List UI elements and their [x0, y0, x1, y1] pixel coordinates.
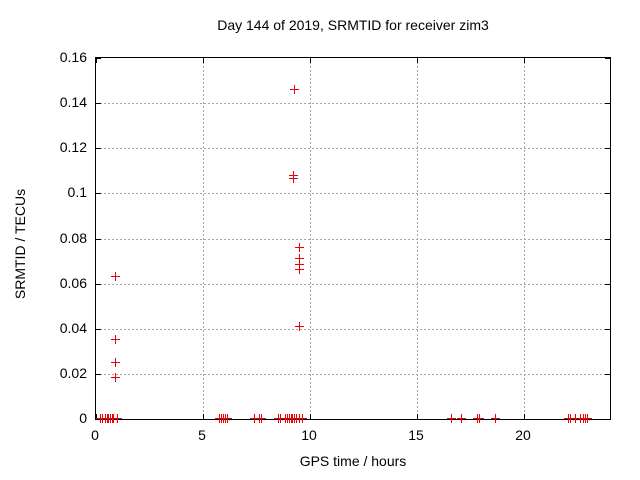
chart-title: Day 144 of 2019, SRMTID for receiver zim… — [217, 17, 489, 33]
y-tick-mark-mirror — [605, 239, 610, 240]
x-tick-mark — [310, 414, 311, 419]
y-tick-mark-mirror — [605, 374, 610, 375]
y-tick-mark — [96, 103, 101, 104]
data-point-marker — [447, 414, 456, 423]
x-tick-label: 0 — [91, 427, 99, 443]
data-point-marker — [457, 414, 466, 423]
x-tick-label: 15 — [408, 427, 424, 443]
y-tick-label: 0.12 — [59, 139, 87, 155]
data-point-marker — [583, 414, 592, 423]
data-point-marker — [276, 414, 285, 423]
data-point-marker — [571, 414, 580, 423]
y-tick-mark-mirror — [605, 419, 610, 420]
grid-line-x — [417, 58, 418, 419]
grid-line-x — [203, 58, 204, 419]
grid-line-y — [96, 239, 610, 240]
y-tick-mark-mirror — [605, 284, 610, 285]
data-point-marker — [113, 414, 122, 423]
data-point-marker — [111, 373, 120, 382]
y-tick-mark — [96, 58, 101, 59]
data-point-marker — [295, 243, 304, 252]
y-tick-mark — [96, 374, 101, 375]
y-tick-mark — [96, 419, 101, 420]
data-point-marker — [475, 414, 484, 423]
grid-line-y — [96, 103, 610, 104]
grid-line-y — [96, 193, 610, 194]
y-tick-mark-mirror — [605, 193, 610, 194]
y-tick-label: 0.1 — [67, 184, 87, 200]
y-tick-label: 0.04 — [59, 320, 87, 336]
y-tick-mark — [96, 193, 101, 194]
grid-line-y — [96, 148, 610, 149]
y-tick-label: 0 — [79, 410, 87, 426]
y-tick-mark-mirror — [605, 58, 610, 59]
y-tick-mark-mirror — [605, 329, 610, 330]
data-point-marker — [257, 414, 266, 423]
y-tick-mark — [96, 148, 101, 149]
data-point-marker — [295, 260, 304, 269]
x-tick-mark — [96, 414, 97, 419]
x-tick-mark-mirror — [203, 58, 204, 63]
data-point-marker — [290, 85, 299, 94]
x-tick-mark-mirror — [310, 58, 311, 63]
y-tick-mark — [96, 239, 101, 240]
x-tick-mark — [417, 414, 418, 419]
x-tick-mark — [524, 414, 525, 419]
plot-area — [95, 57, 611, 423]
x-tick-mark-mirror — [524, 58, 525, 63]
data-point-marker — [250, 414, 259, 423]
data-point-marker — [223, 414, 232, 423]
data-point-marker — [289, 174, 298, 183]
x-axis-label: GPS time / hours — [299, 453, 407, 469]
x-tick-mark — [203, 414, 204, 419]
x-tick-label: 20 — [515, 427, 531, 443]
data-point-marker — [298, 414, 307, 423]
data-point-marker — [566, 414, 575, 423]
data-point-marker — [295, 265, 304, 274]
x-tick-mark-mirror — [96, 58, 97, 63]
grid-line-y — [96, 329, 610, 330]
y-tick-label: 0.16 — [59, 49, 87, 65]
x-tick-mark-mirror — [417, 58, 418, 63]
y-tick-mark-mirror — [605, 148, 610, 149]
data-point-marker — [295, 254, 304, 263]
y-tick-mark-mirror — [605, 103, 610, 104]
y-tick-label: 0.08 — [59, 230, 87, 246]
data-point-marker — [111, 272, 120, 281]
y-tick-label: 0.14 — [59, 94, 87, 110]
x-tick-label: 5 — [198, 427, 206, 443]
data-point-marker — [111, 358, 120, 367]
data-point-marker — [111, 335, 120, 344]
data-point-marker — [491, 414, 500, 423]
grid-line-y — [96, 374, 610, 375]
data-point-marker — [295, 322, 304, 331]
grid-line-x — [310, 58, 311, 419]
grid-line-x — [524, 58, 525, 419]
x-tick-label: 10 — [301, 427, 317, 443]
grid-line-y — [96, 284, 610, 285]
y-tick-label: 0.02 — [59, 365, 87, 381]
y-tick-label: 0.06 — [59, 275, 87, 291]
y-tick-mark — [96, 329, 101, 330]
y-tick-mark — [96, 284, 101, 285]
